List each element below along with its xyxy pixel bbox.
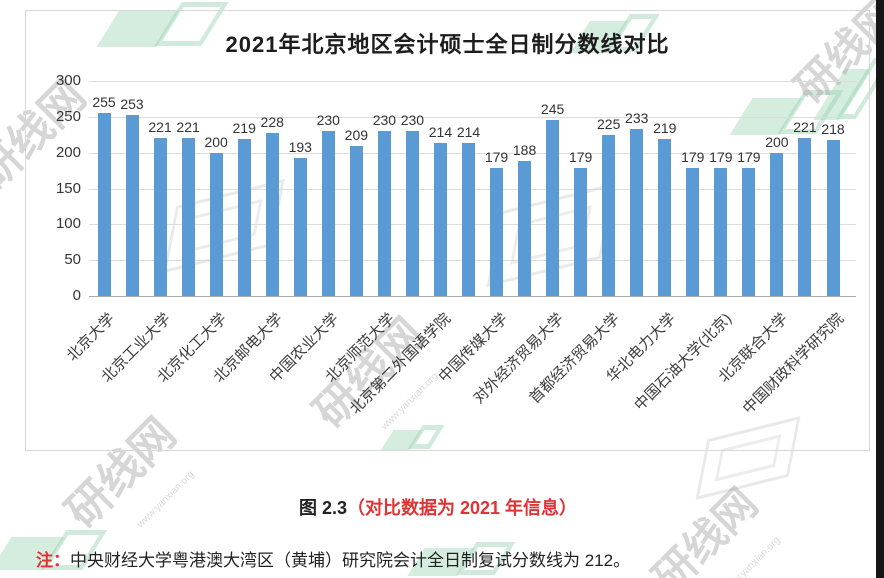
bar (349, 146, 363, 296)
bar-value-label: 200 (204, 133, 228, 150)
screen-edge-strip (876, 0, 884, 578)
chart-container: 2021年北京地区会计硕士全日制分数线对比 0 50 100 150 200 250 300… (25, 10, 870, 451)
bar-value-label: 179 (681, 148, 705, 165)
x-axis-category-label: 北京第二外国语学院 (347, 310, 455, 418)
figure-caption-detail: （对比数据为 2021 年信息） (346, 498, 578, 518)
bar-value-label: 228 (260, 113, 284, 130)
bar (574, 167, 588, 296)
footnote-prefix: 注： (36, 551, 70, 570)
bar-value-label: 200 (765, 133, 789, 150)
bar-value-label: 255 (92, 94, 116, 111)
bar-value-label: 209 (344, 127, 369, 144)
bar (237, 139, 251, 296)
bar (181, 137, 195, 296)
bar (405, 131, 419, 296)
bar-value-label: 214 (428, 123, 453, 140)
figure-caption: 图 2.3（对比数据为 2021 年信息） (0, 494, 876, 520)
chart-title: 2021年北京地区会计硕士全日制分数线对比 (225, 32, 670, 57)
y-axis-tick-label: 250 (55, 107, 81, 125)
bar (798, 137, 812, 296)
bar-value-label: 221 (148, 118, 172, 135)
bar (293, 157, 307, 296)
bar-value-label: 218 (821, 120, 845, 137)
bar (826, 139, 840, 296)
bar-value-label: 179 (484, 148, 509, 165)
gridline (89, 116, 856, 118)
gridline (89, 81, 856, 82)
plot-area: 0 50 100 150 200 250 300 255 北京大学 253 221 北京工业大学 221… (56, 72, 856, 418)
footnote-text: 中央财经大学粤港澳大湾区（黄埔）研究院会计全日制复试分数线为 212。 (70, 551, 631, 570)
bar (321, 131, 335, 296)
bar (377, 131, 391, 296)
bar (686, 167, 700, 296)
bar-value-label: 225 (597, 115, 621, 132)
bar (125, 114, 139, 296)
bar (433, 142, 447, 296)
y-axis-tick-label: 300 (55, 72, 81, 89)
y-axis-tick-label: 100 (55, 215, 81, 233)
bar-value-label: 221 (176, 118, 200, 135)
bar (490, 167, 504, 296)
x-axis-category-label: 中国财政科学研究院 (739, 310, 848, 418)
x-axis-category-label: 中国石油大学(北京) (631, 310, 736, 415)
bar-value-label: 221 (793, 118, 817, 135)
gridline (89, 296, 856, 297)
bar-value-label: 245 (540, 101, 565, 118)
bar (153, 137, 167, 296)
bar-value-label: 219 (653, 120, 677, 137)
bar (714, 167, 728, 296)
bar-value-label: 230 (316, 112, 340, 129)
bar-value-label: 193 (288, 138, 312, 155)
bar-value-label: 179 (709, 148, 733, 165)
y-axis-tick-label: 200 (55, 143, 81, 161)
bar (265, 132, 279, 296)
bar (209, 152, 223, 296)
y-axis-tick-label: 150 (55, 179, 81, 197)
bar (770, 152, 784, 296)
bar (462, 142, 475, 296)
bar (630, 129, 644, 296)
bar-value-label: 188 (512, 142, 537, 159)
bar-value-label: 253 (120, 95, 144, 112)
bar-value-label: 179 (568, 148, 593, 165)
y-axis-tick-label: 0 (72, 287, 81, 304)
bar (97, 113, 111, 296)
bar (742, 167, 756, 296)
bar-value-label: 233 (625, 110, 649, 127)
footnote: 注：中央财经大学粤港澳大湾区（黄埔）研究院会计全日制复试分数线为 212。 (36, 546, 856, 571)
figure-caption-number: 图 2.3 (298, 498, 347, 518)
bar (546, 120, 560, 296)
y-axis-tick-label: 50 (64, 251, 81, 269)
bar-value-label: 179 (737, 148, 761, 165)
bar-value-label: 230 (372, 112, 397, 129)
bar (602, 134, 616, 296)
bar-value-label: 230 (400, 112, 425, 129)
bar-value-label: 219 (232, 120, 256, 137)
bar (518, 161, 532, 296)
bar (658, 139, 672, 296)
bar-value-label: 214 (456, 123, 481, 140)
